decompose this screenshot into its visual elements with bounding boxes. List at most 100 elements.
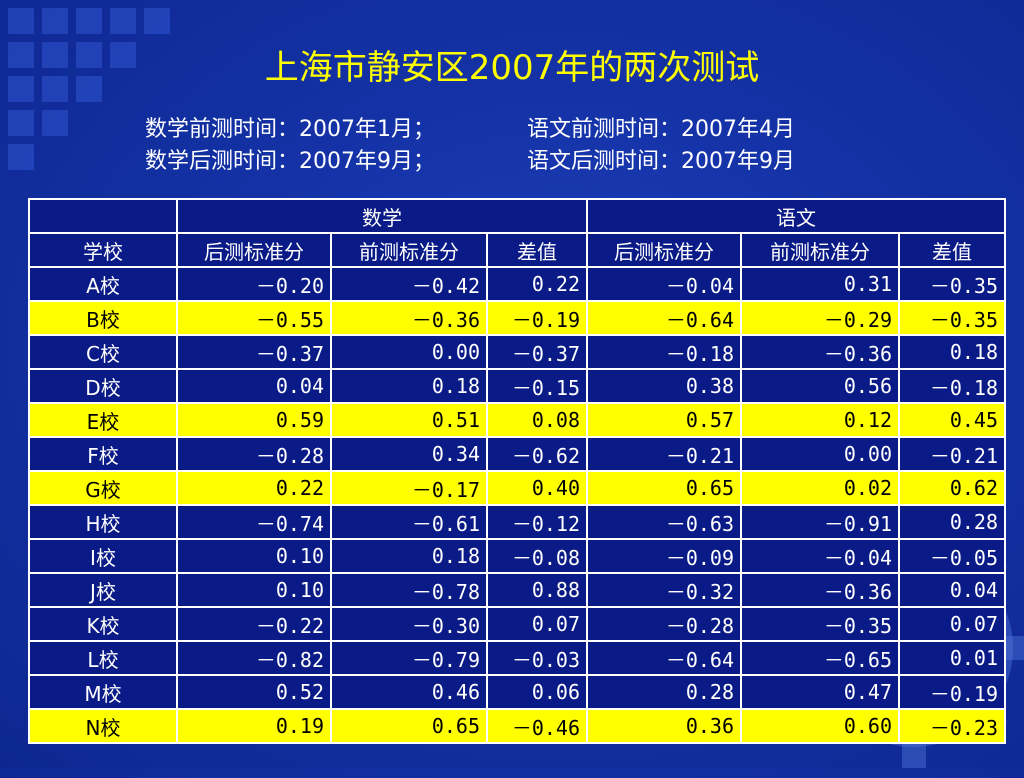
table-row: E校 0.59 0.51 0.08 0.57 0.12 0.45 bbox=[28, 402, 1006, 438]
value-cell: －0.05 bbox=[898, 538, 1006, 574]
value-cell: －0.36 bbox=[740, 334, 900, 370]
table-row: A校 －0.20 －0.42 0.22 －0.04 0.31 －0.35 bbox=[28, 266, 1006, 302]
school-cell: F校 bbox=[28, 436, 178, 472]
value-cell: 0.57 bbox=[586, 402, 742, 438]
value-cell: 0.56 bbox=[740, 368, 900, 404]
school-cell: J校 bbox=[28, 572, 178, 608]
value-cell: －0.42 bbox=[330, 266, 488, 302]
school-cell: C校 bbox=[28, 334, 178, 370]
value-cell: －0.35 bbox=[898, 300, 1006, 336]
value-cell: －0.37 bbox=[486, 334, 588, 370]
value-cell: 0.38 bbox=[586, 368, 742, 404]
value-cell: －0.36 bbox=[330, 300, 488, 336]
value-cell: 0.22 bbox=[176, 470, 332, 506]
value-cell: －0.08 bbox=[486, 538, 588, 574]
value-cell: 0.28 bbox=[586, 674, 742, 710]
value-cell: 0.04 bbox=[176, 368, 332, 404]
value-cell: 0.36 bbox=[586, 708, 742, 744]
column-header: 学校 bbox=[28, 232, 178, 268]
value-cell: 0.18 bbox=[330, 368, 488, 404]
group-header-row: 数学 语文 bbox=[28, 198, 1006, 234]
value-cell: －0.21 bbox=[586, 436, 742, 472]
table-row: M校 0.52 0.46 0.06 0.28 0.47 －0.19 bbox=[28, 674, 1006, 710]
school-cell: N校 bbox=[28, 708, 178, 744]
value-cell: 0.46 bbox=[330, 674, 488, 710]
value-cell: －0.78 bbox=[330, 572, 488, 608]
value-cell: 0.18 bbox=[330, 538, 488, 574]
value-cell: 0.60 bbox=[740, 708, 900, 744]
value-cell: 0.06 bbox=[486, 674, 588, 710]
table-row: K校 －0.22 －0.30 0.07 －0.28 －0.35 0.07 bbox=[28, 606, 1006, 642]
value-cell: －0.64 bbox=[586, 300, 742, 336]
value-cell: 0.51 bbox=[330, 402, 488, 438]
math-post-test-date: 数学后测时间：2007年9月； bbox=[145, 149, 435, 174]
value-cell: －0.74 bbox=[176, 504, 332, 540]
school-cell: E校 bbox=[28, 402, 178, 438]
value-cell: －0.61 bbox=[330, 504, 488, 540]
value-cell: 0.02 bbox=[740, 470, 900, 506]
table-row: L校 －0.82 －0.79 －0.03 －0.64 －0.65 0.01 bbox=[28, 640, 1006, 676]
page-title: 上海市静安区2007年的两次测试 bbox=[264, 48, 760, 88]
value-cell: 0.08 bbox=[486, 402, 588, 438]
column-header-row: 学校 后测标准分 前测标准分 差值 后测标准分 前测标准分 差值 bbox=[28, 232, 1006, 268]
value-cell: －0.46 bbox=[486, 708, 588, 744]
value-cell: 0.10 bbox=[176, 538, 332, 574]
table-row: G校 0.22 －0.17 0.40 0.65 0.02 0.62 bbox=[28, 470, 1006, 506]
value-cell: 0.00 bbox=[330, 334, 488, 370]
value-cell: －0.35 bbox=[898, 266, 1006, 302]
value-cell: 0.45 bbox=[898, 402, 1006, 438]
value-cell: 0.47 bbox=[740, 674, 900, 710]
value-cell: －0.36 bbox=[740, 572, 900, 608]
value-cell: －0.22 bbox=[176, 606, 332, 642]
math-pre-test-date: 数学前测时间：2007年1月； bbox=[145, 117, 435, 142]
school-cell: L校 bbox=[28, 640, 178, 676]
column-header: 后测标准分 bbox=[176, 232, 332, 268]
school-cell: G校 bbox=[28, 470, 178, 506]
table-row: C校 －0.37 0.00 －0.37 －0.18 －0.36 0.18 bbox=[28, 334, 1006, 370]
column-header: 前测标准分 bbox=[740, 232, 900, 268]
table-row: I校 0.10 0.18 －0.08 －0.09 －0.04 －0.05 bbox=[28, 538, 1006, 574]
value-cell: －0.17 bbox=[330, 470, 488, 506]
value-cell: －0.91 bbox=[740, 504, 900, 540]
value-cell: 0.65 bbox=[330, 708, 488, 744]
empty-header-cell bbox=[28, 198, 178, 234]
value-cell: －0.09 bbox=[586, 538, 742, 574]
value-cell: 0.40 bbox=[486, 470, 588, 506]
value-cell: －0.21 bbox=[898, 436, 1006, 472]
value-cell: 0.12 bbox=[740, 402, 900, 438]
table-row: H校 －0.74 －0.61 －0.12 －0.63 －0.91 0.28 bbox=[28, 504, 1006, 540]
value-cell: －0.19 bbox=[898, 674, 1006, 710]
value-cell: －0.32 bbox=[586, 572, 742, 608]
value-cell: 0.01 bbox=[898, 640, 1006, 676]
column-header: 后测标准分 bbox=[586, 232, 742, 268]
value-cell: －0.30 bbox=[330, 606, 488, 642]
table-body: A校 －0.20 －0.42 0.22 －0.04 0.31 －0.35 B校 －0.55 －0.… bbox=[28, 266, 1006, 744]
value-cell: －0.20 bbox=[176, 266, 332, 302]
table-row: F校 －0.28 0.34 －0.62 －0.21 0.00 －0.21 bbox=[28, 436, 1006, 472]
value-cell: －0.03 bbox=[486, 640, 588, 676]
value-cell: －0.82 bbox=[176, 640, 332, 676]
value-cell: 0.07 bbox=[898, 606, 1006, 642]
table-row: J校 0.10 －0.78 0.88 －0.32 －0.36 0.04 bbox=[28, 572, 1006, 608]
value-cell: －0.35 bbox=[740, 606, 900, 642]
info-row-pre: 数学前测时间：2007年1月； 语文前测时间：2007年4月 bbox=[145, 114, 795, 146]
value-cell: －0.29 bbox=[740, 300, 900, 336]
school-cell: D校 bbox=[28, 368, 178, 404]
value-cell: 0.52 bbox=[176, 674, 332, 710]
group-header-chinese: 语文 bbox=[586, 198, 1006, 234]
value-cell: 0.10 bbox=[176, 572, 332, 608]
scores-table: 数学 语文 学校 后测标准分 前测标准分 差值 后测标准分 前测标准分 差值 A… bbox=[28, 198, 1006, 744]
school-cell: K校 bbox=[28, 606, 178, 642]
value-cell: －0.15 bbox=[486, 368, 588, 404]
info-row-post: 数学后测时间：2007年9月； 语文后测时间：2007年9月 bbox=[145, 146, 795, 178]
school-cell: I校 bbox=[28, 538, 178, 574]
value-cell: 0.22 bbox=[486, 266, 588, 302]
value-cell: 0.62 bbox=[898, 470, 1006, 506]
column-header: 前测标准分 bbox=[330, 232, 488, 268]
value-cell: 0.00 bbox=[740, 436, 900, 472]
value-cell: 0.19 bbox=[176, 708, 332, 744]
test-dates: 数学前测时间：2007年1月； 语文前测时间：2007年4月 数学后测时间：20… bbox=[145, 114, 795, 178]
value-cell: －0.23 bbox=[898, 708, 1006, 744]
table-row: N校 0.19 0.65 －0.46 0.36 0.60 －0.23 bbox=[28, 708, 1006, 744]
column-header: 差值 bbox=[898, 232, 1006, 268]
